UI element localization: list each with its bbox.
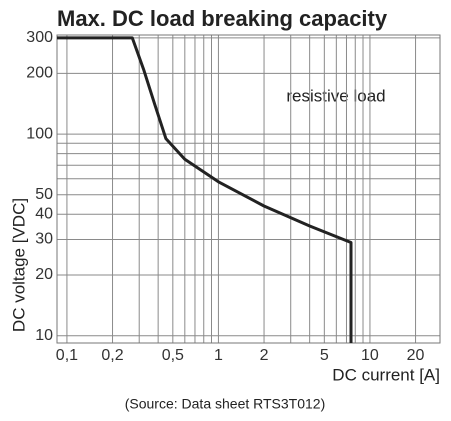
x-axis-title: DC current [A] [332, 365, 440, 384]
y-axis-title: DC voltage [VDC] [9, 198, 28, 332]
x-tick-label: 1 [214, 347, 223, 364]
x-tick-label: 10 [361, 347, 379, 364]
y-tick-label: 100 [26, 125, 53, 142]
x-tick-label: 0,2 [101, 347, 123, 364]
y-tick-label: 300 [26, 29, 53, 46]
y-tick-label: 20 [35, 266, 53, 283]
x-tick-label: 5 [320, 347, 329, 364]
y-tick-label: 200 [26, 65, 53, 82]
x-tick-label: 20 [407, 347, 425, 364]
chart-title: Max. DC load breaking capacity [57, 6, 388, 31]
x-tick-label: 0,5 [162, 347, 184, 364]
data-line [57, 36, 353, 343]
y-tick-label: 10 [35, 327, 53, 344]
y-tick-label: 40 [35, 206, 53, 223]
x-tick-label: 0,1 [56, 347, 78, 364]
y-tick-label: 30 [35, 231, 53, 248]
plot-frame [56, 34, 441, 344]
source-note: (Source: Data sheet RTS3T012) [125, 396, 326, 412]
x-tick-label: 2 [260, 347, 269, 364]
y-tick-label: 50 [35, 186, 53, 203]
